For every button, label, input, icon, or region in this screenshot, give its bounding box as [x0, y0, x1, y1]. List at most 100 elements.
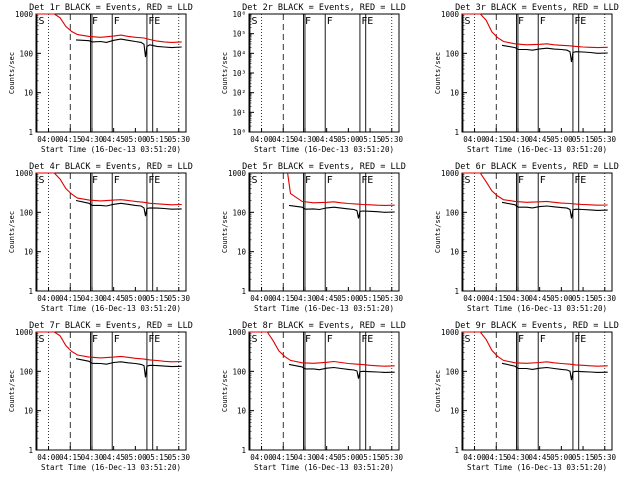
event-marker-label: F — [148, 16, 154, 27]
lld-series-line — [36, 172, 182, 206]
x-tick-label: 05:00 — [337, 453, 360, 462]
x-tick-label: 05:30 — [167, 294, 190, 303]
x-tick-label: 05:00 — [550, 135, 573, 144]
event-marker-label: E — [154, 175, 160, 186]
event-marker-label: F — [518, 175, 524, 186]
x-tick-label: 04:45 — [528, 135, 551, 144]
x-tick-label: 04:45 — [528, 294, 551, 303]
x-tick-label: 04:30 — [294, 453, 317, 462]
event-marker-label: F — [540, 334, 546, 345]
y-tick-label: 10 — [237, 407, 247, 416]
event-marker-label: E — [154, 16, 160, 27]
y-tick-label: 1000 — [15, 328, 34, 337]
panel-title: Det 4r BLACK = Events, RED = LLD — [29, 162, 193, 172]
y-tick-label: 1 — [454, 446, 459, 455]
event-marker-label: F — [361, 334, 367, 345]
x-tick-label: 04:00 — [37, 294, 60, 303]
y-tick-label: 100 — [19, 208, 33, 217]
panel-title: Det 7r BLACK = Events, RED = LLD — [29, 321, 193, 331]
x-tick-label: 04:00 — [463, 453, 486, 462]
event-marker-label: F — [327, 334, 333, 345]
x-tick-label: 04:15 — [272, 294, 295, 303]
event-marker-label: F — [518, 16, 524, 27]
x-tick-label: 05:00 — [124, 135, 147, 144]
x-tick-label: 04:00 — [250, 135, 273, 144]
events-series-line — [75, 38, 182, 58]
y-tick-label: 1000 — [441, 10, 460, 19]
plot-frame — [461, 331, 613, 451]
events-series-line — [501, 201, 608, 219]
x-tick-label: 05:00 — [550, 453, 573, 462]
x-axis-label: Start Time (16-Dec-13 03:51:20) — [41, 304, 181, 313]
x-tick-label: 04:45 — [528, 453, 551, 462]
event-marker-label: F — [305, 334, 311, 345]
event-marker-label: F — [574, 175, 580, 186]
y-tick-label: 1 — [241, 446, 246, 455]
event-marker-label: S — [464, 16, 470, 27]
x-tick-label: 05:15 — [572, 453, 595, 462]
plot-frame — [461, 172, 613, 292]
x-tick-label: 04:30 — [294, 294, 317, 303]
y-tick-label: 10⁶ — [232, 10, 246, 19]
y-tick-label: 1 — [241, 287, 246, 296]
y-axis-label: Counts/sec — [221, 370, 229, 412]
x-tick-label: 05:30 — [167, 453, 190, 462]
detector-panel: Det 4r BLACK = Events, RED = LLD 1 10 100 10… — [8, 162, 193, 313]
detector-panel: Det 9r BLACK = Events, RED = LLD 1 10 100 10… — [434, 321, 619, 472]
event-marker-label: F — [305, 175, 311, 186]
y-tick-label: 100 — [445, 49, 459, 58]
x-axis-label: Start Time (16-Dec-13 03:51:20) — [254, 145, 394, 154]
plot-frame — [248, 13, 400, 133]
y-axis-label: Counts/sec — [434, 211, 442, 253]
lld-series-line — [462, 172, 608, 206]
detector-panel: Det 5r BLACK = Events, RED = LLD 1 10 100 10… — [221, 162, 406, 313]
y-tick-label: 100 — [445, 367, 459, 376]
y-tick-label: 100 — [19, 49, 33, 58]
event-marker-label: F — [327, 16, 333, 27]
event-marker-label: F — [518, 334, 524, 345]
y-tick-label: 1000 — [15, 10, 34, 19]
y-tick-label: 10 — [237, 248, 247, 257]
x-tick-label: 04:15 — [272, 453, 295, 462]
x-tick-label: 04:45 — [102, 453, 125, 462]
event-marker-label: F — [114, 175, 120, 186]
y-axis-label: Counts/sec — [8, 211, 16, 253]
y-tick-label: 1000 — [441, 328, 460, 337]
y-tick-label: 10 — [24, 248, 34, 257]
y-tick-label: 1 — [454, 287, 459, 296]
y-tick-label: 10 — [24, 407, 34, 416]
lld-series-line — [249, 331, 395, 367]
event-marker-label: S — [38, 175, 44, 186]
event-marker-label: F — [92, 175, 98, 186]
plot-frame — [248, 172, 400, 292]
y-tick-label: 1000 — [441, 169, 460, 178]
event-marker-label: E — [367, 175, 373, 186]
x-tick-label: 05:15 — [146, 453, 169, 462]
event-marker-label: E — [367, 334, 373, 345]
event-marker-label: F — [540, 16, 546, 27]
x-tick-label: 05:15 — [146, 135, 169, 144]
plot-frame — [461, 13, 613, 133]
x-tick-label: 05:15 — [359, 294, 382, 303]
y-tick-label: 10 — [450, 407, 460, 416]
x-tick-label: 04:45 — [315, 135, 338, 144]
y-tick-label: 1 — [454, 128, 459, 137]
x-tick-label: 05:00 — [124, 294, 147, 303]
panel-title: Det 6r BLACK = Events, RED = LLD — [455, 162, 619, 172]
x-axis-label: Start Time (16-Dec-13 03:51:20) — [467, 463, 607, 472]
x-axis-label: Start Time (16-Dec-13 03:51:20) — [41, 145, 181, 154]
event-marker-label: F — [92, 16, 98, 27]
x-tick-label: 04:45 — [315, 453, 338, 462]
y-tick-label: 1 — [28, 128, 33, 137]
x-tick-label: 04:30 — [294, 135, 317, 144]
detector-panel: Det 6r BLACK = Events, RED = LLD 1 10 100 10… — [434, 162, 619, 313]
event-marker-label: F — [327, 175, 333, 186]
x-tick-label: 04:30 — [507, 135, 530, 144]
x-tick-label: 05:00 — [124, 453, 147, 462]
y-tick-label: 1000 — [15, 169, 34, 178]
detector-panel: Det 2r BLACK = Events, RED = LLD 10⁰ 10¹ 10… — [221, 3, 406, 154]
x-tick-label: 05:30 — [593, 135, 616, 144]
x-tick-label: 05:15 — [146, 294, 169, 303]
x-tick-label: 05:30 — [593, 453, 616, 462]
